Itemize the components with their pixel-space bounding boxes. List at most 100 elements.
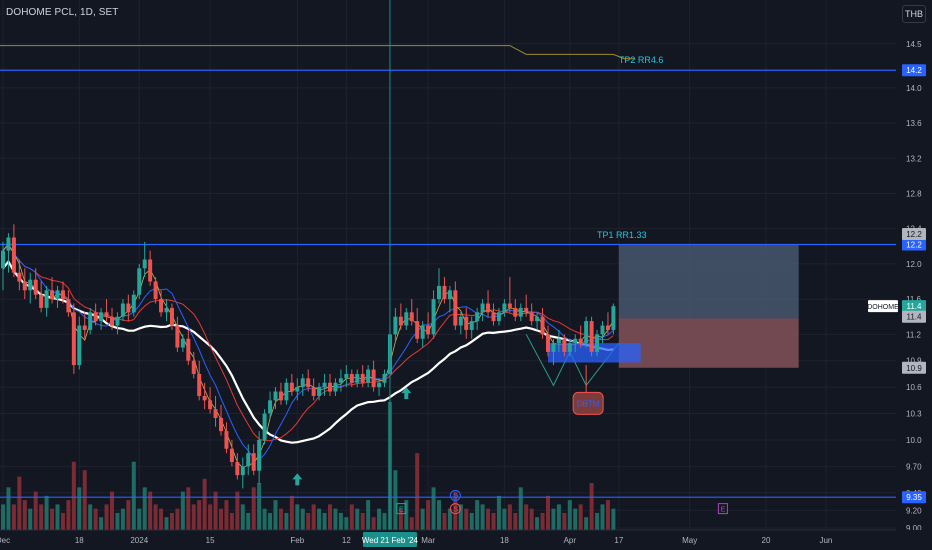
volume-bar — [28, 508, 33, 530]
symbol-tag: DOHOME — [867, 304, 899, 311]
volume-bar — [257, 483, 262, 530]
price-tag: 11.4 — [907, 313, 923, 322]
candle-body — [142, 259, 147, 269]
candle-body — [175, 325, 180, 348]
volume-bar — [513, 512, 518, 530]
horizontal-lines[interactable] — [0, 45, 896, 498]
candle-body — [273, 391, 278, 401]
tp-label: TP1 RR1.33 — [597, 230, 647, 240]
candle-body — [186, 338, 191, 361]
candle-body — [333, 382, 338, 392]
candle-body — [328, 382, 332, 392]
candle-body — [115, 316, 120, 326]
candle-body — [262, 413, 267, 440]
candle-body — [11, 237, 16, 273]
candle-body — [524, 307, 529, 313]
price-tick-label: 13.6 — [906, 119, 922, 128]
candle-body — [453, 290, 458, 326]
volume-bar — [366, 500, 371, 530]
candle-body — [458, 316, 463, 326]
volume-bar — [50, 508, 55, 530]
candle-body — [22, 281, 27, 291]
volume-bar — [99, 517, 104, 530]
candle-body — [442, 285, 447, 300]
volume-bar — [551, 508, 556, 530]
position-box[interactable] — [618, 244, 799, 368]
candle-body — [409, 312, 414, 322]
volume-bar — [120, 508, 125, 530]
time-tick-label: Mar — [421, 536, 435, 545]
candle-body — [88, 312, 93, 330]
volume-bar — [115, 512, 120, 530]
price-tick-label: 11.2 — [906, 330, 922, 339]
price-tick-label: 10.6 — [906, 383, 922, 392]
candle-body — [535, 316, 540, 322]
price-tick-label: 9.20 — [906, 506, 922, 515]
price-tag-bg — [902, 361, 926, 374]
candle-body — [39, 294, 44, 308]
volume-bar — [6, 487, 11, 530]
price-tick-label: 9.00 — [906, 524, 922, 533]
volume-bar — [578, 504, 583, 530]
candle-body — [240, 466, 245, 476]
candle-body — [235, 461, 240, 476]
candle-body — [317, 387, 322, 396]
candle-body — [208, 400, 213, 410]
dbtm-label: DBTM — [577, 399, 600, 408]
candle-body — [322, 382, 327, 388]
volume-bar — [142, 487, 147, 530]
candle-body — [148, 259, 153, 282]
volume-bar — [278, 508, 283, 530]
volume-bar — [251, 487, 256, 530]
currency-button[interactable]: THB — [902, 5, 926, 23]
candle-body — [131, 294, 136, 313]
candle-body — [120, 303, 125, 317]
price-tag: 12.2 — [906, 241, 922, 250]
candle-body — [578, 338, 583, 344]
annotations[interactable]: TP2 RR4.6 TP1 RR1.33 DBTM DS E E — [292, 55, 728, 515]
volume-bar — [191, 504, 196, 530]
price-tag-bg — [902, 227, 926, 240]
volume-bar — [311, 504, 316, 530]
price-axis[interactable]: 14.514.013.613.212.812.412.011.611.210.9… — [867, 0, 932, 550]
candle-body — [398, 316, 403, 326]
volume-bar — [213, 491, 218, 530]
ma-yellow-line — [2, 243, 614, 469]
price-tick-label: 12.0 — [906, 260, 922, 269]
candle-body — [377, 382, 382, 388]
time-tick-label: Dec — [0, 536, 10, 545]
candle-body — [426, 325, 431, 335]
price-tick-label: 14.5 — [906, 40, 922, 49]
volume-bar — [229, 512, 234, 530]
volume-bar — [535, 517, 540, 530]
volume-bar — [540, 512, 545, 530]
volume-bar — [169, 512, 174, 530]
candle-body — [295, 387, 300, 392]
time-axis[interactable]: Dec 18 2024 15 Feb 12 Mar 18 Apr 17 May 20 Jun Wed 21… — [0, 529, 932, 550]
volume-bar — [240, 504, 245, 530]
volume-bar — [507, 504, 512, 530]
volume-bar — [328, 504, 332, 530]
candle-body — [28, 279, 33, 291]
candle-body — [50, 290, 55, 300]
candle-body — [556, 338, 561, 344]
candle-body — [507, 303, 512, 308]
volume-bar — [502, 508, 507, 530]
volume-bar — [415, 453, 420, 530]
candle-body — [257, 439, 262, 471]
volume-bar — [22, 500, 27, 530]
candle-body — [55, 290, 60, 300]
price-tag-bg — [902, 238, 926, 251]
volume-bar — [268, 512, 273, 530]
volume-bar — [295, 504, 300, 530]
volume-bar — [197, 500, 202, 530]
volume-bar — [562, 512, 567, 530]
candle-body — [589, 321, 594, 352]
volume-bar — [289, 495, 294, 530]
candle-body — [496, 312, 501, 322]
volume-bar — [382, 512, 387, 530]
symbol-legend: DOHOME PCL, 1D, SET — [6, 7, 119, 18]
candle-body — [311, 387, 316, 396]
event-icon-label: E — [399, 507, 404, 514]
